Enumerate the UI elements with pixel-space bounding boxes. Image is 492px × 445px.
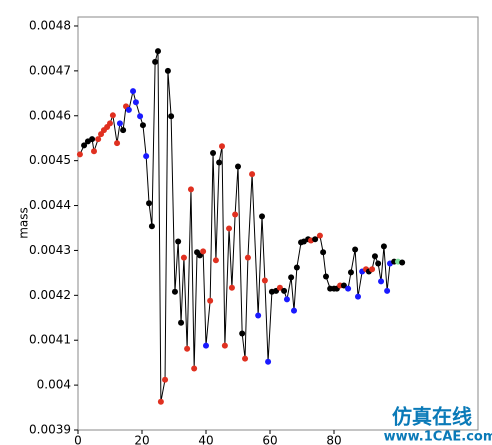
y-tick-label: 0.0044 xyxy=(29,198,71,212)
data-point xyxy=(203,342,209,349)
data-point xyxy=(399,259,406,266)
data-point xyxy=(352,246,359,253)
data-point xyxy=(281,287,288,294)
data-point xyxy=(91,148,97,155)
y-tick-label: 0.0048 xyxy=(29,18,71,32)
y-tick-label: 0.0046 xyxy=(29,108,71,122)
data-point xyxy=(226,225,233,232)
data-point xyxy=(164,67,171,74)
plot-area: 0.0039 0.004 0.0041 0.0042 0.0043 0.0044 0.004… xyxy=(29,18,406,445)
data-point xyxy=(191,365,198,372)
data-point xyxy=(340,282,347,289)
data-point xyxy=(187,186,194,193)
data-point xyxy=(109,112,116,119)
data-point xyxy=(293,264,300,271)
data-point xyxy=(249,171,256,178)
data-point xyxy=(239,330,246,337)
y-tick-label: 0.0043 xyxy=(29,243,71,257)
data-point xyxy=(130,88,137,95)
data-point xyxy=(196,252,203,259)
y-axis-label: mass xyxy=(17,207,31,239)
y-tick-label: 0.0039 xyxy=(29,423,71,437)
data-point xyxy=(320,249,327,256)
y-tick-label: 0.004 xyxy=(37,378,71,392)
watermark-brand: 仿真在线 xyxy=(392,405,472,429)
data-point xyxy=(210,150,217,157)
data-point xyxy=(323,273,329,280)
data-point xyxy=(369,266,376,273)
data-point xyxy=(139,122,146,129)
data-point xyxy=(148,223,155,230)
data-point xyxy=(265,358,272,365)
x-tick-label: 20 xyxy=(134,434,149,445)
data-point xyxy=(316,232,323,239)
data-point xyxy=(132,99,139,106)
data-point xyxy=(371,253,378,260)
data-point xyxy=(155,48,161,55)
data-point xyxy=(235,163,241,170)
data-point xyxy=(157,398,164,405)
data-point xyxy=(89,136,96,143)
data-point xyxy=(171,288,178,295)
data-point xyxy=(81,142,88,149)
y-tick-label: 0.0042 xyxy=(29,288,71,302)
data-point xyxy=(116,120,123,127)
data-point xyxy=(180,254,187,261)
data-point xyxy=(178,319,185,326)
data-point xyxy=(345,285,352,292)
data-point xyxy=(162,376,169,383)
data-point xyxy=(244,254,251,261)
data-point xyxy=(261,277,268,284)
data-point xyxy=(355,293,361,300)
data-point xyxy=(143,153,150,160)
x-tick-label: 60 xyxy=(262,434,277,445)
data-point xyxy=(137,113,144,120)
data-point xyxy=(207,297,214,304)
data-point xyxy=(312,236,319,243)
data-point xyxy=(255,312,262,319)
data-point xyxy=(76,151,83,158)
data-point xyxy=(219,143,225,150)
data-point xyxy=(283,296,290,303)
data-point xyxy=(288,274,295,281)
data-point xyxy=(259,213,265,220)
data-point xyxy=(378,278,385,285)
data-point xyxy=(221,342,228,349)
data-point xyxy=(114,140,121,147)
data-point xyxy=(384,287,391,294)
data-point xyxy=(168,113,175,120)
data-point xyxy=(146,200,153,207)
data-point xyxy=(107,120,113,127)
data-point xyxy=(125,106,132,113)
data-point xyxy=(212,257,219,264)
data-point xyxy=(242,355,249,362)
data-point xyxy=(184,345,191,352)
data-point xyxy=(120,127,127,134)
data-point xyxy=(216,159,223,166)
y-tick-label: 0.0047 xyxy=(29,63,71,77)
data-point xyxy=(228,284,235,291)
data-point xyxy=(232,211,239,218)
data-point xyxy=(200,248,207,255)
watermark-url: www.1CAE.com xyxy=(384,430,492,445)
y-tick-label: 0.0041 xyxy=(29,333,71,347)
x-tick-label: 40 xyxy=(198,434,213,445)
data-point xyxy=(291,307,297,314)
x-tick-label: 0 xyxy=(74,434,82,445)
data-point xyxy=(175,238,182,245)
data-point xyxy=(375,260,382,267)
y-tick-label: 0.0045 xyxy=(29,153,71,167)
data-point xyxy=(380,243,387,250)
data-point xyxy=(276,284,283,291)
data-point xyxy=(152,58,159,65)
plot-frame xyxy=(77,16,479,431)
data-point xyxy=(95,136,102,143)
x-tick-label: 80 xyxy=(326,434,341,445)
data-point xyxy=(347,269,354,276)
